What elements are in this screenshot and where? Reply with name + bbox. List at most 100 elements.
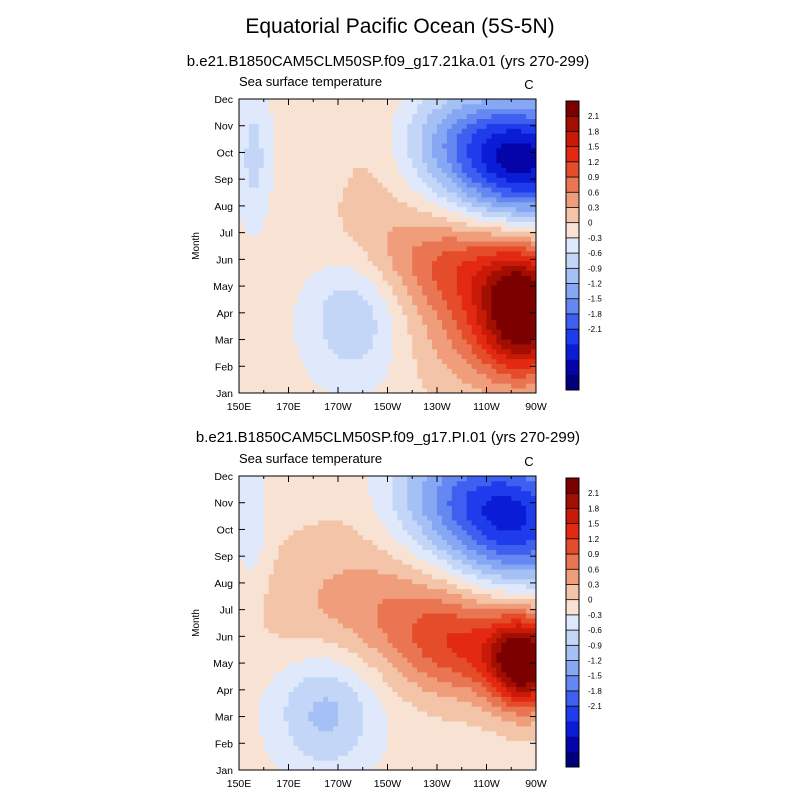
heatmap-cell — [273, 721, 279, 727]
heatmap-cell — [412, 231, 418, 237]
heatmap-cell — [283, 368, 289, 374]
heatmap-cell — [437, 113, 443, 119]
heatmap-cell — [456, 250, 463, 257]
heatmap-cell — [313, 363, 319, 369]
heatmap-cell — [357, 740, 364, 746]
heatmap-cell — [253, 285, 260, 291]
heatmap-cell — [313, 388, 319, 394]
heatmap-cell — [283, 681, 289, 688]
heatmap-cell — [476, 138, 482, 144]
heatmap-cell — [417, 740, 423, 746]
heatmap-cell — [333, 735, 339, 741]
heatmap-cell — [407, 740, 413, 746]
heatmap-cell — [318, 290, 324, 296]
heatmap-cell — [382, 324, 388, 330]
heatmap-cell — [367, 388, 374, 394]
heatmap-cell — [446, 706, 453, 712]
heatmap-cell — [263, 334, 270, 340]
heatmap-cell — [432, 373, 438, 379]
heatmap-cell — [516, 706, 522, 712]
heatmap-cell — [451, 334, 458, 340]
heatmap-cell — [496, 123, 502, 129]
heatmap-cell — [392, 334, 398, 340]
heatmap-cell — [441, 750, 448, 756]
heatmap-cell — [268, 177, 275, 183]
heatmap-cell — [248, 221, 255, 227]
heatmap-cell — [333, 344, 339, 350]
heatmap-cell — [417, 388, 423, 394]
heatmap-cell — [239, 206, 245, 213]
heatmap-cell — [377, 108, 383, 115]
heatmap-cell — [367, 324, 374, 330]
heatmap-cell — [357, 696, 364, 702]
heatmap-cell — [471, 280, 477, 286]
heatmap-cell — [481, 716, 487, 722]
x-tick-label: 170W — [324, 401, 352, 413]
heatmap-cell — [377, 383, 383, 389]
x-tick-label: 150W — [374, 401, 402, 413]
heatmap-cell — [446, 260, 453, 266]
heatmap-cell — [278, 260, 284, 266]
heatmap-cell — [278, 221, 284, 227]
heatmap-cell — [387, 740, 393, 746]
heatmap-cell — [412, 113, 418, 119]
heatmap-cell — [511, 324, 517, 330]
heatmap-cell — [243, 334, 250, 340]
heatmap-cell — [476, 133, 482, 139]
heatmap-cell — [352, 201, 359, 208]
heatmap-cell — [248, 99, 255, 105]
heatmap-cell — [392, 740, 398, 746]
heatmap-cell — [471, 740, 477, 746]
heatmap-cell — [248, 373, 255, 379]
heatmap-cell — [278, 299, 284, 306]
heatmap-cell — [283, 231, 289, 237]
heatmap-cell — [372, 716, 378, 722]
heatmap-cell — [387, 672, 393, 678]
heatmap-cell — [437, 363, 443, 369]
heatmap-cell — [461, 128, 468, 134]
heatmap-cell — [422, 765, 428, 771]
heatmap-cell — [531, 226, 537, 232]
heatmap-cell — [387, 363, 393, 369]
heatmap-cell — [342, 725, 349, 732]
y-tick-label: Jan — [216, 388, 233, 400]
heatmap-cell — [318, 309, 324, 315]
heatmap-cell — [347, 339, 354, 345]
heatmap-cell — [456, 334, 463, 340]
heatmap-cell — [456, 378, 463, 384]
heatmap-cell — [357, 172, 364, 178]
heatmap-cell — [288, 339, 294, 345]
heatmap-cell — [283, 172, 289, 178]
heatmap-cell — [308, 265, 314, 271]
heatmap-cell — [491, 309, 497, 315]
heatmap-cell — [268, 167, 275, 173]
heatmap-cell — [466, 701, 473, 707]
heatmap-cell — [372, 133, 378, 139]
heatmap-cell — [258, 363, 265, 369]
heatmap-cell — [412, 246, 418, 252]
heatmap-cell — [278, 143, 284, 149]
heatmap-cell — [496, 290, 502, 296]
heatmap-cell — [422, 667, 428, 673]
heatmap-cell — [293, 363, 299, 369]
heatmap-cell — [372, 206, 378, 213]
heatmap-cell — [372, 255, 378, 262]
heatmap-cell — [407, 133, 413, 139]
heatmap-cell — [392, 765, 398, 771]
heatmap-cell — [506, 672, 512, 678]
heatmap-cell — [347, 388, 354, 394]
heatmap-cell — [501, 725, 507, 732]
heatmap-cell — [372, 241, 378, 247]
heatmap-cell — [417, 260, 423, 266]
heatmap-cell — [387, 157, 393, 164]
heatmap-cell — [382, 133, 388, 139]
heatmap-cell — [511, 765, 517, 771]
heatmap-cell — [243, 197, 250, 203]
heatmap-cell — [417, 304, 423, 311]
heatmap-cell — [526, 691, 532, 697]
heatmap-cell — [342, 167, 349, 173]
heatmap-cell — [382, 329, 388, 335]
y-tick-label: Sep — [214, 174, 233, 186]
heatmap-cell — [392, 108, 398, 115]
heatmap-cell — [298, 686, 304, 692]
